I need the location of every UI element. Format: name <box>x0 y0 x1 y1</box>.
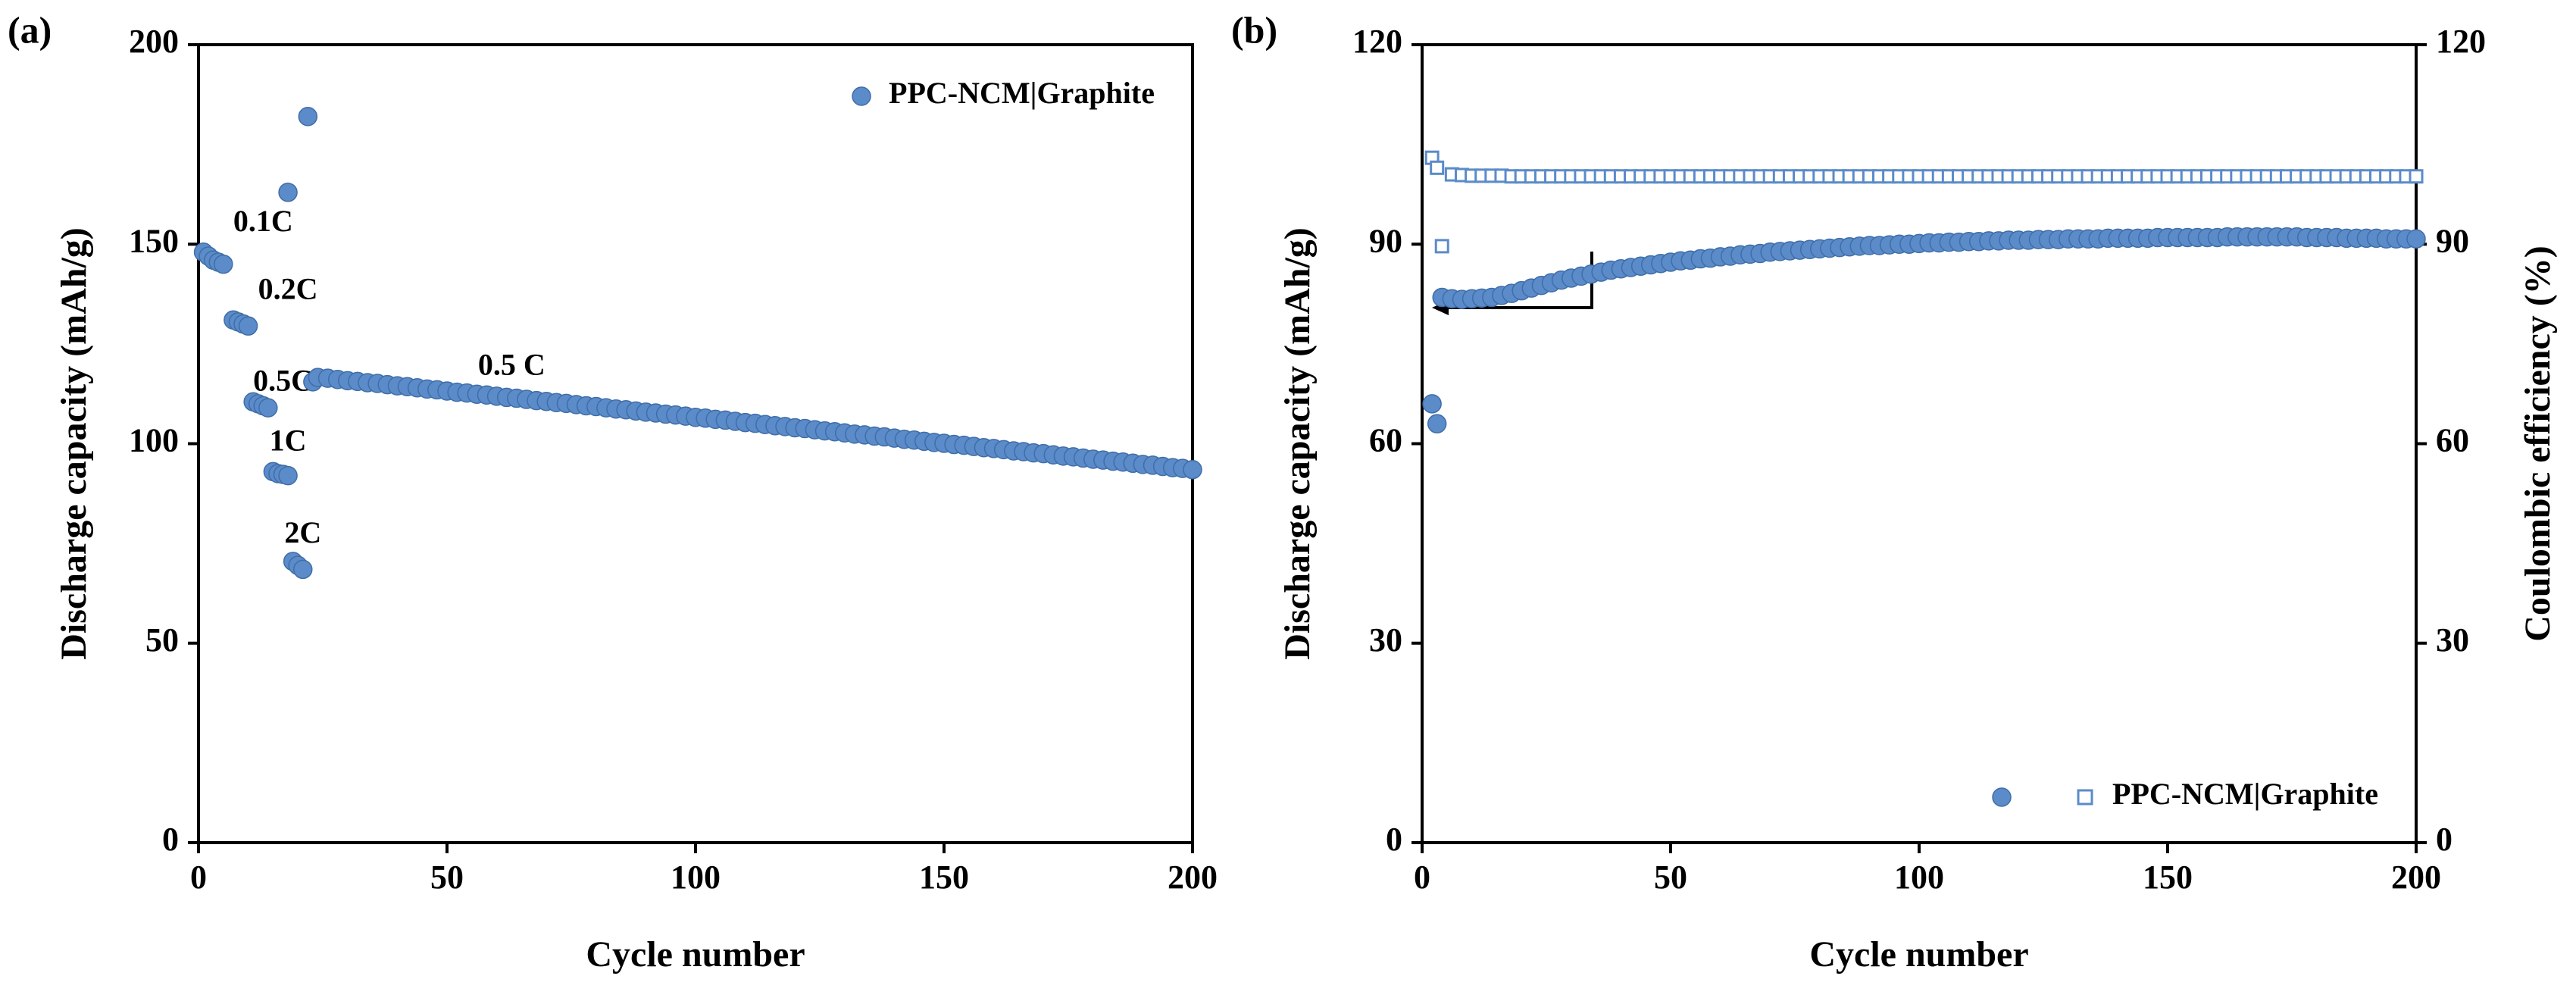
y2-tick-label: 120 <box>2436 23 2486 60</box>
panel-label: (a) <box>8 8 52 51</box>
y2-axis-title: Coulombic efficiency (%) <box>2518 246 2558 642</box>
x-tick-label: 0 <box>1414 859 1430 896</box>
point <box>1430 160 1445 175</box>
x-tick-label: 150 <box>919 859 969 896</box>
y-tick-label: 200 <box>129 23 179 60</box>
y-axis-title: Discharge capacity (mAh/g) <box>1277 227 1318 660</box>
x-tick-label: 200 <box>1168 859 1218 896</box>
y2-tick-label: 30 <box>2436 621 2469 659</box>
point <box>1427 414 1447 433</box>
x-tick-label: 150 <box>2143 859 2193 896</box>
legend-marker <box>1992 787 2012 807</box>
y-tick-label: 0 <box>162 821 179 858</box>
legend-marker <box>2077 789 2093 806</box>
y-tick-label: 150 <box>129 222 179 259</box>
panel-label: (b) <box>1231 8 1277 51</box>
y-tick-label: 100 <box>129 422 179 459</box>
legend-label: PPC-NCM|Graphite <box>2112 777 2378 811</box>
y-tick-label: 120 <box>1352 23 1402 60</box>
point <box>238 316 258 336</box>
point <box>214 254 233 274</box>
point <box>2409 169 2424 184</box>
annotation: 0.5C <box>253 364 313 398</box>
point <box>293 559 313 580</box>
y2-tick-label: 0 <box>2436 821 2453 858</box>
annotation: 0.2C <box>258 272 318 306</box>
y-axis-title: Discharge capacity (mAh/g) <box>54 227 94 660</box>
annotation: 2C <box>284 515 321 549</box>
y-tick-label: 50 <box>145 621 179 659</box>
annotation: 0.5 C <box>478 348 546 382</box>
y2-tick-label: 90 <box>2436 222 2469 259</box>
legend-label: PPC-NCM|Graphite <box>889 76 1155 110</box>
point <box>1434 239 1449 254</box>
x-tick-label: 100 <box>1894 859 1944 896</box>
point <box>298 107 318 127</box>
annotation: 0.1C <box>233 204 293 238</box>
y-tick-label: 0 <box>1386 821 1402 858</box>
x-tick-label: 0 <box>190 859 207 896</box>
y-tick-label: 60 <box>1369 422 1402 459</box>
point <box>1183 459 1202 480</box>
plot-frame <box>197 43 1194 844</box>
x-axis-title: Cycle number <box>1809 934 2028 975</box>
x-tick-label: 50 <box>1654 859 1687 896</box>
x-tick-label: 50 <box>430 859 464 896</box>
x-axis-title: Cycle number <box>586 934 805 975</box>
y2-tick-label: 60 <box>2436 422 2469 459</box>
point <box>1422 394 1442 414</box>
point <box>278 183 298 202</box>
x-tick-label: 200 <box>2391 859 2441 896</box>
plot-frame <box>1421 43 2418 844</box>
y-tick-label: 90 <box>1369 222 1402 259</box>
annotation: 1C <box>270 424 307 458</box>
point <box>258 398 278 418</box>
y-tick-label: 30 <box>1369 621 1402 659</box>
point <box>278 465 298 486</box>
legend-marker <box>852 86 871 106</box>
x-tick-label: 100 <box>671 859 721 896</box>
point <box>2406 229 2426 249</box>
